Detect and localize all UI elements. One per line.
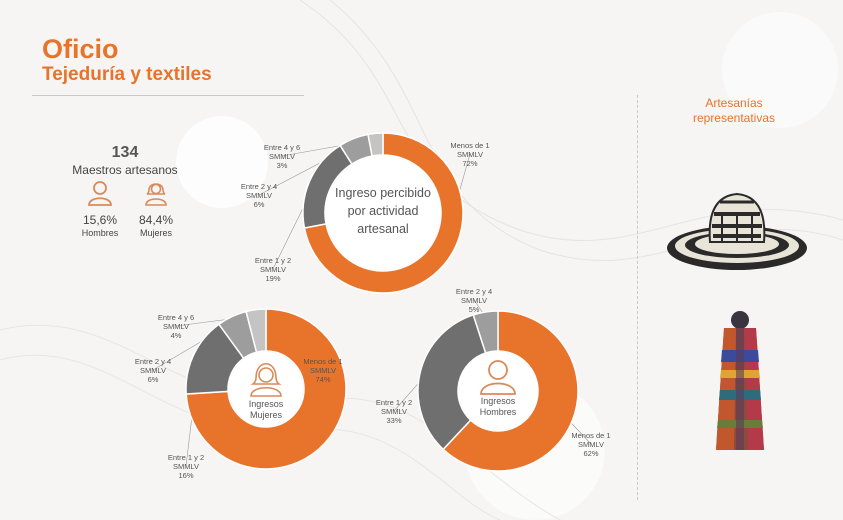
page-subtitle: Tejeduría y textiles xyxy=(42,64,212,85)
donut-1-label-2: Entre 2 y 4 SMMLV 6% xyxy=(135,357,171,384)
section-divider xyxy=(637,95,638,500)
donut-0-label-1: Entre 1 y 2 SMMLV 19% xyxy=(255,256,291,283)
donut-2-label-1: Entre 1 y 2 SMMLV 33% xyxy=(376,398,412,425)
title-divider xyxy=(32,95,304,96)
donut-2-slice-1 xyxy=(417,313,487,451)
male-percent: 15,6% xyxy=(82,213,118,227)
female-person-icon xyxy=(145,183,167,206)
male-stat: 15,6% Hombres xyxy=(70,180,130,238)
representative-crafts-title-line1: Artesanías xyxy=(705,96,763,110)
donut-1-slice-0 xyxy=(185,308,347,470)
representative-crafts-title: Artesanías representativas xyxy=(672,96,796,126)
donut-1-title: Ingresos Mujeres xyxy=(249,399,284,420)
artisan-count-label: Maestros artesanos xyxy=(72,163,178,177)
donut-2-label-0: Menos de 1 SMMLV 62% xyxy=(571,431,610,458)
donut-0-label-2: Entre 2 y 4 SMMLV 6% xyxy=(241,182,277,209)
male-person-icon xyxy=(480,360,516,395)
artisan-count: 134 xyxy=(111,144,139,161)
donut-2-label-2: Entre 2 y 4 SMMLV 5% xyxy=(456,287,492,314)
donut-0-center xyxy=(326,156,440,270)
donut-2-center xyxy=(459,352,537,430)
donut-0-slice-0 xyxy=(303,132,464,294)
donut-1-label-0: Menos de 1 SMMLV 74% xyxy=(303,357,342,384)
donut-0-title: Ingreso percibido por actividad artesanal xyxy=(335,186,431,236)
male-label: Hombres xyxy=(81,228,119,238)
donut-2-title: Ingresos Hombres xyxy=(480,396,517,417)
female-label: Mujeres xyxy=(139,228,172,238)
donut-1-slice-3 xyxy=(245,308,267,354)
female-person-icon xyxy=(250,362,282,397)
ruana-textile-icon xyxy=(716,311,764,450)
donut-1-center xyxy=(229,352,303,426)
female-stat: 84,4% Mujeres xyxy=(126,180,186,238)
donut-0-label-3: Entre 4 y 6 SMMLV 3% xyxy=(264,143,300,170)
donut-2-slice-2 xyxy=(472,310,499,354)
donut-0-slice-3 xyxy=(367,132,384,157)
donut-1-label-3: Entre 4 y 6 SMMLV 4% xyxy=(158,313,194,340)
donut-1-label-1: Entre 1 y 2 SMMLV 16% xyxy=(168,453,204,480)
donut-2-slice-0 xyxy=(442,310,579,472)
male-person-icon xyxy=(88,181,112,206)
sombrero-vueltiao-icon xyxy=(667,192,807,270)
donut-0-label-0: Menos de 1 SMMLV 72% xyxy=(450,141,489,168)
female-percent: 84,4% xyxy=(138,213,174,227)
page-title: Oficio xyxy=(42,34,119,64)
representative-crafts-title-line2: representativas xyxy=(692,111,776,125)
